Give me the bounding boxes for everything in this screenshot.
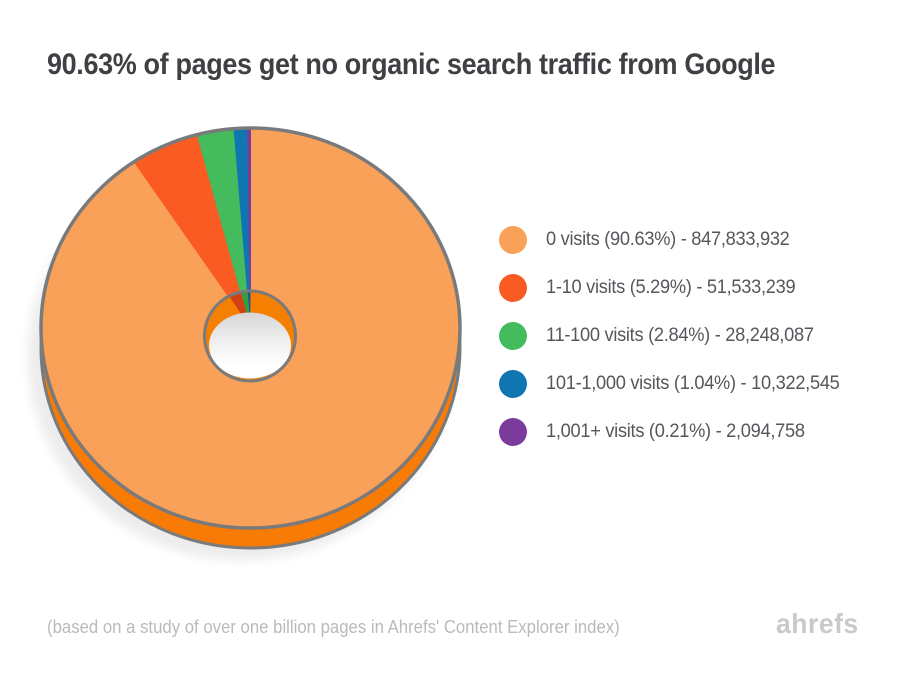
legend-dot-icon — [499, 274, 527, 302]
legend-label: 1-10 visits (5.29%) - 51,533,239 — [546, 277, 796, 298]
legend-item-2: 1-10 visits (5.29%) - 51,533,239 — [499, 274, 852, 302]
legend-label: 1,001+ visits (0.21%) - 2,094,758 — [546, 421, 805, 442]
legend-label: 101-1,000 visits (1.04%) - 10,322,545 — [546, 373, 840, 394]
legend-item-1: 0 visits (90.63%) - 847,833,932 — [499, 226, 852, 254]
legend-item-5: 1,001+ visits (0.21%) - 2,094,758 — [499, 418, 852, 446]
legend-dot-icon — [499, 322, 527, 350]
footnote-text: (based on a study of over one billion pa… — [47, 617, 620, 637]
legend-item-4: 101-1,000 visits (1.04%) - 10,322,545 — [499, 370, 852, 398]
legend-dot-icon — [499, 226, 527, 254]
chart-title: 90.63% of pages get no organic search tr… — [47, 48, 776, 81]
legend-dot-icon — [499, 370, 527, 398]
legend-label: 0 visits (90.63%) - 847,833,932 — [546, 229, 790, 250]
chart-legend: 0 visits (90.63%) - 847,833,932 1-10 visi… — [499, 226, 852, 446]
ahrefs-logo: ahrefs — [776, 608, 859, 639]
legend-label: 11-100 visits (2.84%) - 28,248,087 — [546, 325, 814, 346]
legend-dot-icon — [499, 418, 527, 446]
legend-item-3: 11-100 visits (2.84%) - 28,248,087 — [499, 322, 852, 350]
